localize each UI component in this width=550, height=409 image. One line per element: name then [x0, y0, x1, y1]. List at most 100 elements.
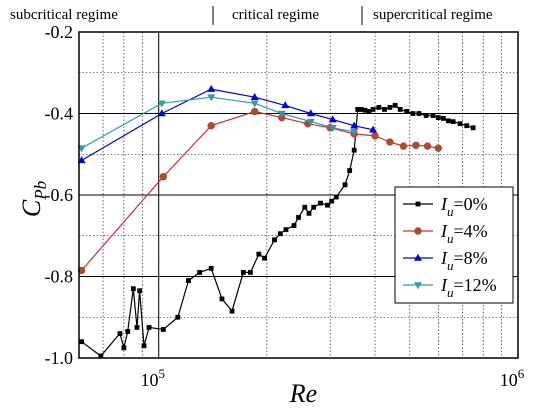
series-12%: [77, 94, 359, 153]
y-tick-label: -0.6: [45, 185, 74, 205]
data-point: [272, 237, 277, 243]
legend-swatch-marker: [414, 282, 422, 290]
data-point: [470, 125, 476, 131]
data-point: [296, 215, 301, 220]
data-point: [342, 182, 348, 188]
data-point: [262, 255, 267, 261]
data-point: [125, 329, 131, 334]
data-point: [328, 124, 337, 132]
data-point: [160, 327, 166, 332]
data-point: [397, 107, 403, 112]
data-point: [382, 107, 387, 112]
legend-swatch-marker: [415, 201, 421, 207]
data-point: [464, 123, 470, 129]
data-point: [386, 138, 394, 146]
data-point: [445, 118, 451, 124]
data-point: [134, 325, 140, 330]
data-point: [371, 132, 379, 140]
data-point: [412, 141, 420, 149]
data-point: [281, 101, 290, 109]
data-point: [366, 109, 372, 114]
y-axis-title: CPb: [17, 181, 50, 217]
regime-label: supercritical regime: [373, 7, 493, 23]
data-point: [159, 172, 168, 181]
data-point: [98, 353, 104, 359]
data-point: [333, 194, 339, 200]
data-point: [423, 142, 432, 150]
series-line: [81, 104, 474, 357]
legend-label: Iu=4%: [440, 221, 488, 246]
x-tick-label: 106: [500, 366, 525, 390]
legend-swatch-marker: [414, 253, 422, 261]
data-point: [434, 144, 442, 152]
data-point: [207, 84, 216, 92]
series-layer: [77, 84, 476, 359]
y-tick-label: -0.2: [45, 22, 74, 42]
data-point: [370, 107, 376, 112]
data-point: [251, 107, 259, 116]
y-tick-label: -1.0: [45, 348, 74, 368]
data-point: [197, 270, 203, 275]
data-point: [430, 113, 436, 118]
plot-frame: [78, 31, 519, 359]
data-point: [350, 129, 359, 137]
data-point: [250, 100, 259, 108]
data-point: [208, 265, 214, 271]
data-point: [392, 102, 398, 108]
data-point: [416, 111, 422, 116]
data-point: [175, 314, 181, 320]
data-point: [117, 331, 123, 336]
data-point: [248, 270, 253, 275]
data-point: [410, 111, 416, 116]
data-point: [347, 168, 353, 173]
data-point: [329, 198, 335, 204]
data-point: [311, 204, 317, 210]
data-point: [306, 109, 315, 117]
data-point: [250, 93, 259, 100]
legend-box: [394, 186, 514, 304]
data-point: [277, 110, 286, 118]
x-tick-label: 105: [140, 366, 165, 390]
data-point: [457, 121, 463, 127]
data-point: [355, 107, 361, 112]
regime-label: critical regime: [232, 7, 319, 23]
data-point: [387, 104, 393, 110]
y-tick-label: -0.8: [45, 267, 74, 287]
x-axis-title: Re: [289, 379, 317, 408]
data-point: [79, 339, 84, 345]
series-8%: [77, 84, 378, 164]
data-point: [219, 296, 225, 302]
data-point: [369, 125, 378, 133]
data-point: [362, 107, 368, 113]
data-point: [450, 119, 456, 125]
data-point: [121, 345, 127, 351]
legend-label: Iu=12%: [440, 275, 497, 300]
data-point: [325, 202, 330, 208]
axis-labels: -1.0 -0.8 -0.6 -0.4 -0.2 105 106 Re CPb: [17, 22, 525, 408]
legend-label: Iu=8%: [440, 248, 488, 273]
data-point: [399, 142, 408, 150]
series-4%: [77, 107, 442, 275]
data-point: [306, 210, 312, 216]
data-point: [423, 113, 429, 118]
regime-label: subcritical regime: [10, 7, 118, 23]
data-point: [277, 231, 283, 237]
data-point: [240, 270, 246, 275]
regime-labels: subcritical regime critical regime supercr…: [10, 6, 493, 25]
legend: Iu=0%Iu=4%Iu=8%Iu=12%: [394, 186, 514, 304]
data-point: [283, 227, 289, 233]
data-point: [157, 100, 166, 108]
data-point: [137, 288, 143, 294]
data-point: [146, 325, 152, 330]
y-tick-label: -0.4: [45, 104, 74, 124]
data-point: [157, 109, 166, 117]
data-point: [404, 109, 410, 114]
data-point: [186, 278, 191, 283]
series-0%: [79, 102, 476, 359]
series-line: [81, 96, 355, 149]
data-point: [306, 118, 315, 126]
data-point: [291, 223, 297, 228]
data-point: [229, 308, 235, 314]
data-point: [207, 94, 216, 102]
